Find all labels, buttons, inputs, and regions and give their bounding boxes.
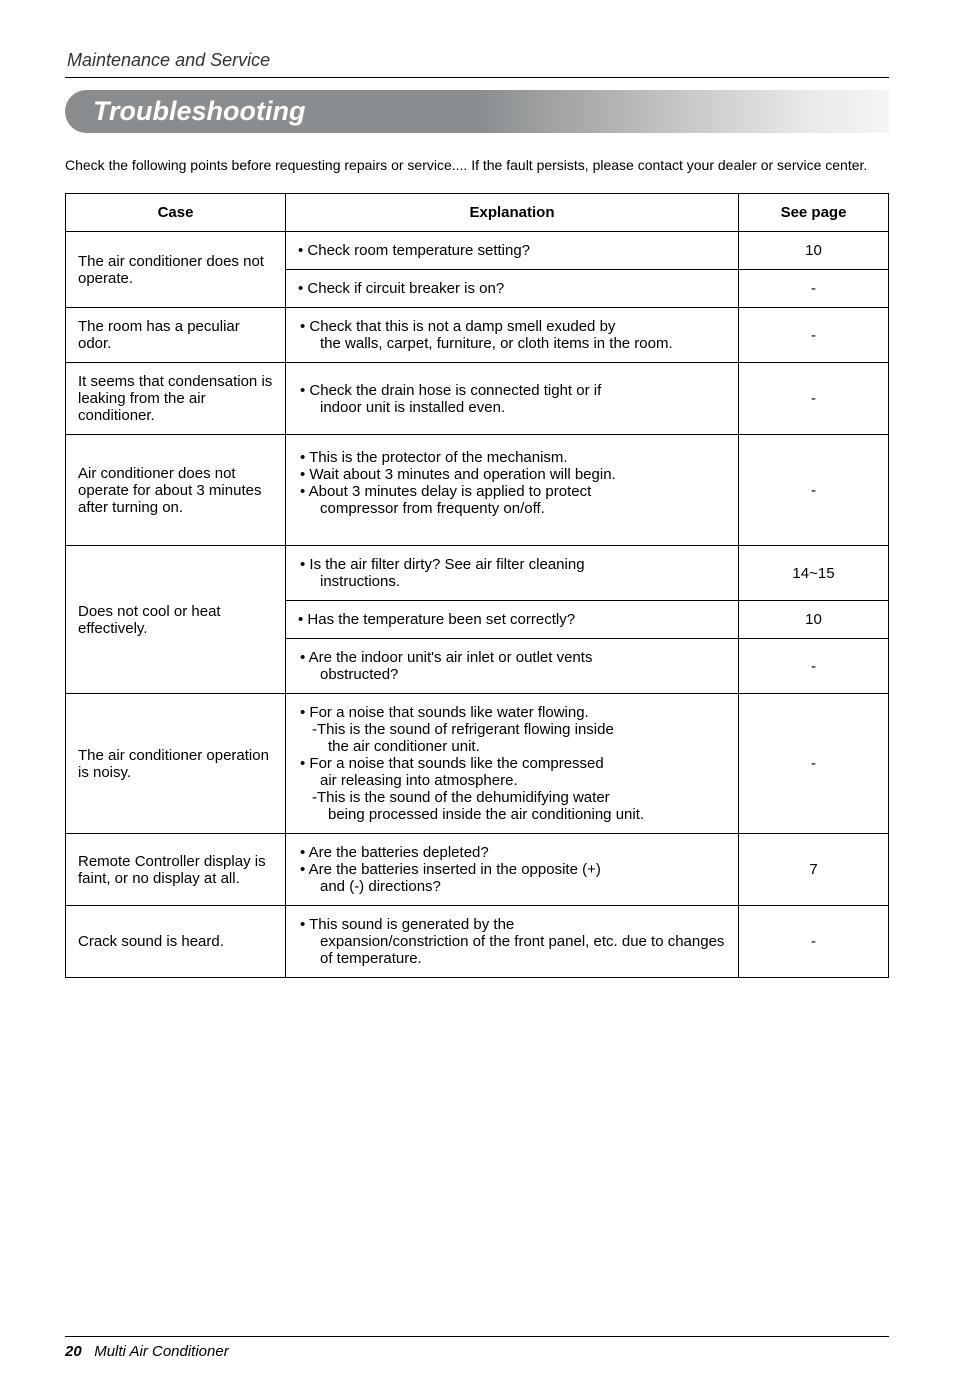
- case-cell: The air conditioner does not operate.: [66, 232, 286, 308]
- page-cell: -: [739, 363, 889, 435]
- page-cell: -: [739, 270, 889, 308]
- exp-line: • Is the air filter dirty? See air filte…: [298, 556, 726, 573]
- exp-line: air releasing into atmosphere.: [298, 772, 726, 789]
- case-cell: The room has a peculiar odor.: [66, 308, 286, 363]
- exp-line: instructions.: [298, 573, 726, 590]
- exp-line: • Check that this is not a damp smell ex…: [298, 318, 726, 335]
- page-cell: 14~15: [739, 546, 889, 601]
- page-number: 20: [65, 1343, 82, 1360]
- troubleshooting-table: Case Explanation See page The air condit…: [65, 193, 889, 978]
- exp-line: -This is the sound of refrigerant flowin…: [298, 721, 726, 738]
- exp-line: • About 3 minutes delay is applied to pr…: [298, 483, 726, 500]
- footer-rule: [65, 1336, 889, 1337]
- case-cell: Remote Controller display is faint, or n…: [66, 834, 286, 906]
- exp-cell: • Are the batteries depleted? • Are the …: [286, 834, 739, 906]
- exp-cell: • Check the drain hose is connected tigh…: [286, 363, 739, 435]
- page-cell: -: [739, 694, 889, 834]
- exp-line: • Wait about 3 minutes and operation wil…: [298, 466, 726, 483]
- exp-cell: • This is the protector of the mechanism…: [286, 435, 739, 546]
- case-cell: Does not cool or heat effectively.: [66, 546, 286, 694]
- header-rule: [65, 77, 889, 78]
- exp-line: • For a noise that sounds like the compr…: [298, 755, 726, 772]
- table-row: The air conditioner operation is noisy. …: [66, 694, 889, 834]
- exp-cell: • For a noise that sounds like water flo…: [286, 694, 739, 834]
- exp-cell: • Check if circuit breaker is on?: [286, 270, 739, 308]
- exp-line: the walls, carpet, furniture, or cloth i…: [298, 335, 726, 352]
- page-cell: 10: [739, 232, 889, 270]
- exp-line: indoor unit is installed even.: [298, 399, 726, 416]
- page-cell: -: [739, 308, 889, 363]
- case-cell: Crack sound is heard.: [66, 906, 286, 978]
- table-row: The air conditioner does not operate. • …: [66, 232, 889, 270]
- table-row: Remote Controller display is faint, or n…: [66, 834, 889, 906]
- col-explanation: Explanation: [286, 194, 739, 232]
- exp-cell: • This sound is generated by the expansi…: [286, 906, 739, 978]
- table-row: Does not cool or heat effectively. • Is …: [66, 546, 889, 601]
- page-cell: -: [739, 906, 889, 978]
- footer-text: 20 Multi Air Conditioner: [65, 1343, 889, 1360]
- table-row: The room has a peculiar odor. • Check th…: [66, 308, 889, 363]
- product-name: Multi Air Conditioner: [94, 1343, 229, 1360]
- table-row: Air conditioner does not operate for abo…: [66, 435, 889, 546]
- exp-line: • This is the protector of the mechanism…: [298, 449, 726, 466]
- exp-line: obstructed?: [298, 666, 726, 683]
- col-seepage: See page: [739, 194, 889, 232]
- exp-line: -This is the sound of the dehumidifying …: [298, 789, 726, 806]
- exp-line: • Are the batteries depleted?: [298, 844, 726, 861]
- case-cell: Air conditioner does not operate for abo…: [66, 435, 286, 546]
- exp-line: • For a noise that sounds like water flo…: [298, 704, 726, 721]
- page-cell: -: [739, 639, 889, 694]
- page-cell: 7: [739, 834, 889, 906]
- exp-line: being processed inside the air condition…: [298, 806, 726, 823]
- exp-line: • Check the drain hose is connected tigh…: [298, 382, 726, 399]
- exp-line: • Are the indoor unit's air inlet or out…: [298, 649, 726, 666]
- intro-text: Check the following points before reques…: [65, 157, 889, 173]
- exp-line: the air conditioner unit.: [298, 738, 726, 755]
- page-footer: 20 Multi Air Conditioner: [65, 1336, 889, 1360]
- page-cell: 10: [739, 601, 889, 639]
- exp-line: • Are the batteries inserted in the oppo…: [298, 861, 726, 878]
- page-title: Troubleshooting: [93, 96, 305, 126]
- exp-cell: • Check room temperature setting?: [286, 232, 739, 270]
- exp-line: • This sound is generated by the: [298, 916, 726, 933]
- table-row: Crack sound is heard. • This sound is ge…: [66, 906, 889, 978]
- table-header-row: Case Explanation See page: [66, 194, 889, 232]
- exp-line: expansion/constriction of the front pane…: [298, 933, 726, 967]
- case-cell: It seems that condensation is leaking fr…: [66, 363, 286, 435]
- case-cell: The air conditioner operation is noisy.: [66, 694, 286, 834]
- exp-cell: • Has the temperature been set correctly…: [286, 601, 739, 639]
- title-banner: Troubleshooting: [65, 90, 889, 133]
- exp-cell: • Is the air filter dirty? See air filte…: [286, 546, 739, 601]
- table-row: It seems that condensation is leaking fr…: [66, 363, 889, 435]
- exp-cell: • Are the indoor unit's air inlet or out…: [286, 639, 739, 694]
- exp-cell: • Check that this is not a damp smell ex…: [286, 308, 739, 363]
- col-case: Case: [66, 194, 286, 232]
- section-header: Maintenance and Service: [65, 50, 889, 71]
- page-cell: -: [739, 435, 889, 546]
- exp-line: compressor from frequenty on/off.: [298, 500, 726, 517]
- exp-line: and (-) directions?: [298, 878, 726, 895]
